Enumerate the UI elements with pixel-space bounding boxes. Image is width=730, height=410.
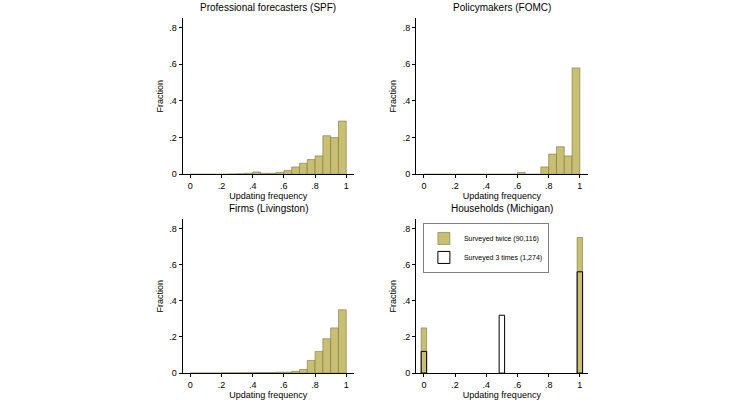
svg-text:Firms (Livingston): Firms (Livingston) xyxy=(229,203,308,214)
svg-text:.2: .2 xyxy=(169,332,177,342)
svg-text:.8: .8 xyxy=(403,224,411,234)
svg-text:.6: .6 xyxy=(403,260,411,270)
svg-text:.6: .6 xyxy=(403,59,411,69)
svg-text:1: 1 xyxy=(577,380,582,390)
svg-text:Fraction: Fraction xyxy=(155,80,165,113)
svg-text:0: 0 xyxy=(188,380,193,390)
svg-text:.2: .2 xyxy=(451,181,459,191)
svg-text:.2: .2 xyxy=(403,332,411,342)
svg-text:Professional forecasters (SPF): Professional forecasters (SPF) xyxy=(200,2,336,13)
svg-text:.8: .8 xyxy=(311,181,319,191)
svg-text:0: 0 xyxy=(405,368,410,378)
svg-text:.4: .4 xyxy=(169,296,177,306)
svg-text:1: 1 xyxy=(577,181,582,191)
svg-text:.6: .6 xyxy=(280,181,288,191)
svg-text:.2: .2 xyxy=(169,133,177,143)
svg-text:.6: .6 xyxy=(280,380,288,390)
svg-text:.8: .8 xyxy=(169,23,177,33)
svg-text:.4: .4 xyxy=(483,181,491,191)
svg-text:.6: .6 xyxy=(514,380,522,390)
svg-text:Households (Michigan): Households (Michigan) xyxy=(451,203,553,214)
svg-text:.6: .6 xyxy=(169,59,177,69)
svg-text:Updating frequency: Updating frequency xyxy=(463,390,542,400)
svg-text:1: 1 xyxy=(344,380,349,390)
svg-text:.6: .6 xyxy=(514,181,522,191)
svg-text:.8: .8 xyxy=(403,23,411,33)
svg-text:Updating frequency: Updating frequency xyxy=(229,191,308,201)
svg-text:.8: .8 xyxy=(311,380,319,390)
svg-text:Surveyed twice (90,116): Surveyed twice (90,116) xyxy=(464,235,539,243)
svg-text:Updating frequency: Updating frequency xyxy=(463,191,542,201)
svg-text:0: 0 xyxy=(172,169,177,179)
svg-text:0: 0 xyxy=(188,181,193,191)
svg-text:.8: .8 xyxy=(545,380,553,390)
svg-text:Fraction: Fraction xyxy=(388,280,398,313)
svg-text:.6: .6 xyxy=(169,260,177,270)
svg-text:Updating frequency: Updating frequency xyxy=(229,390,308,400)
svg-text:.4: .4 xyxy=(483,380,491,390)
svg-text:1: 1 xyxy=(344,181,349,191)
svg-text:.8: .8 xyxy=(169,224,177,234)
svg-text:.4: .4 xyxy=(249,380,257,390)
svg-text:0: 0 xyxy=(421,380,426,390)
svg-text:0: 0 xyxy=(421,181,426,191)
svg-text:.8: .8 xyxy=(545,181,553,191)
svg-text:Fraction: Fraction xyxy=(155,280,165,313)
svg-text:0: 0 xyxy=(405,169,410,179)
svg-text:.2: .2 xyxy=(218,380,226,390)
svg-text:.4: .4 xyxy=(403,96,411,106)
svg-text:.2: .2 xyxy=(451,380,459,390)
svg-text:.4: .4 xyxy=(249,181,257,191)
svg-text:0: 0 xyxy=(172,368,177,378)
svg-text:Surveyed 3 times (1,274): Surveyed 3 times (1,274) xyxy=(464,254,542,262)
svg-text:Fraction: Fraction xyxy=(388,80,398,113)
svg-text:Policymakers (FOMC): Policymakers (FOMC) xyxy=(453,2,551,13)
svg-text:.4: .4 xyxy=(403,296,411,306)
svg-text:.2: .2 xyxy=(218,181,226,191)
svg-text:.4: .4 xyxy=(169,96,177,106)
svg-text:.2: .2 xyxy=(403,133,411,143)
